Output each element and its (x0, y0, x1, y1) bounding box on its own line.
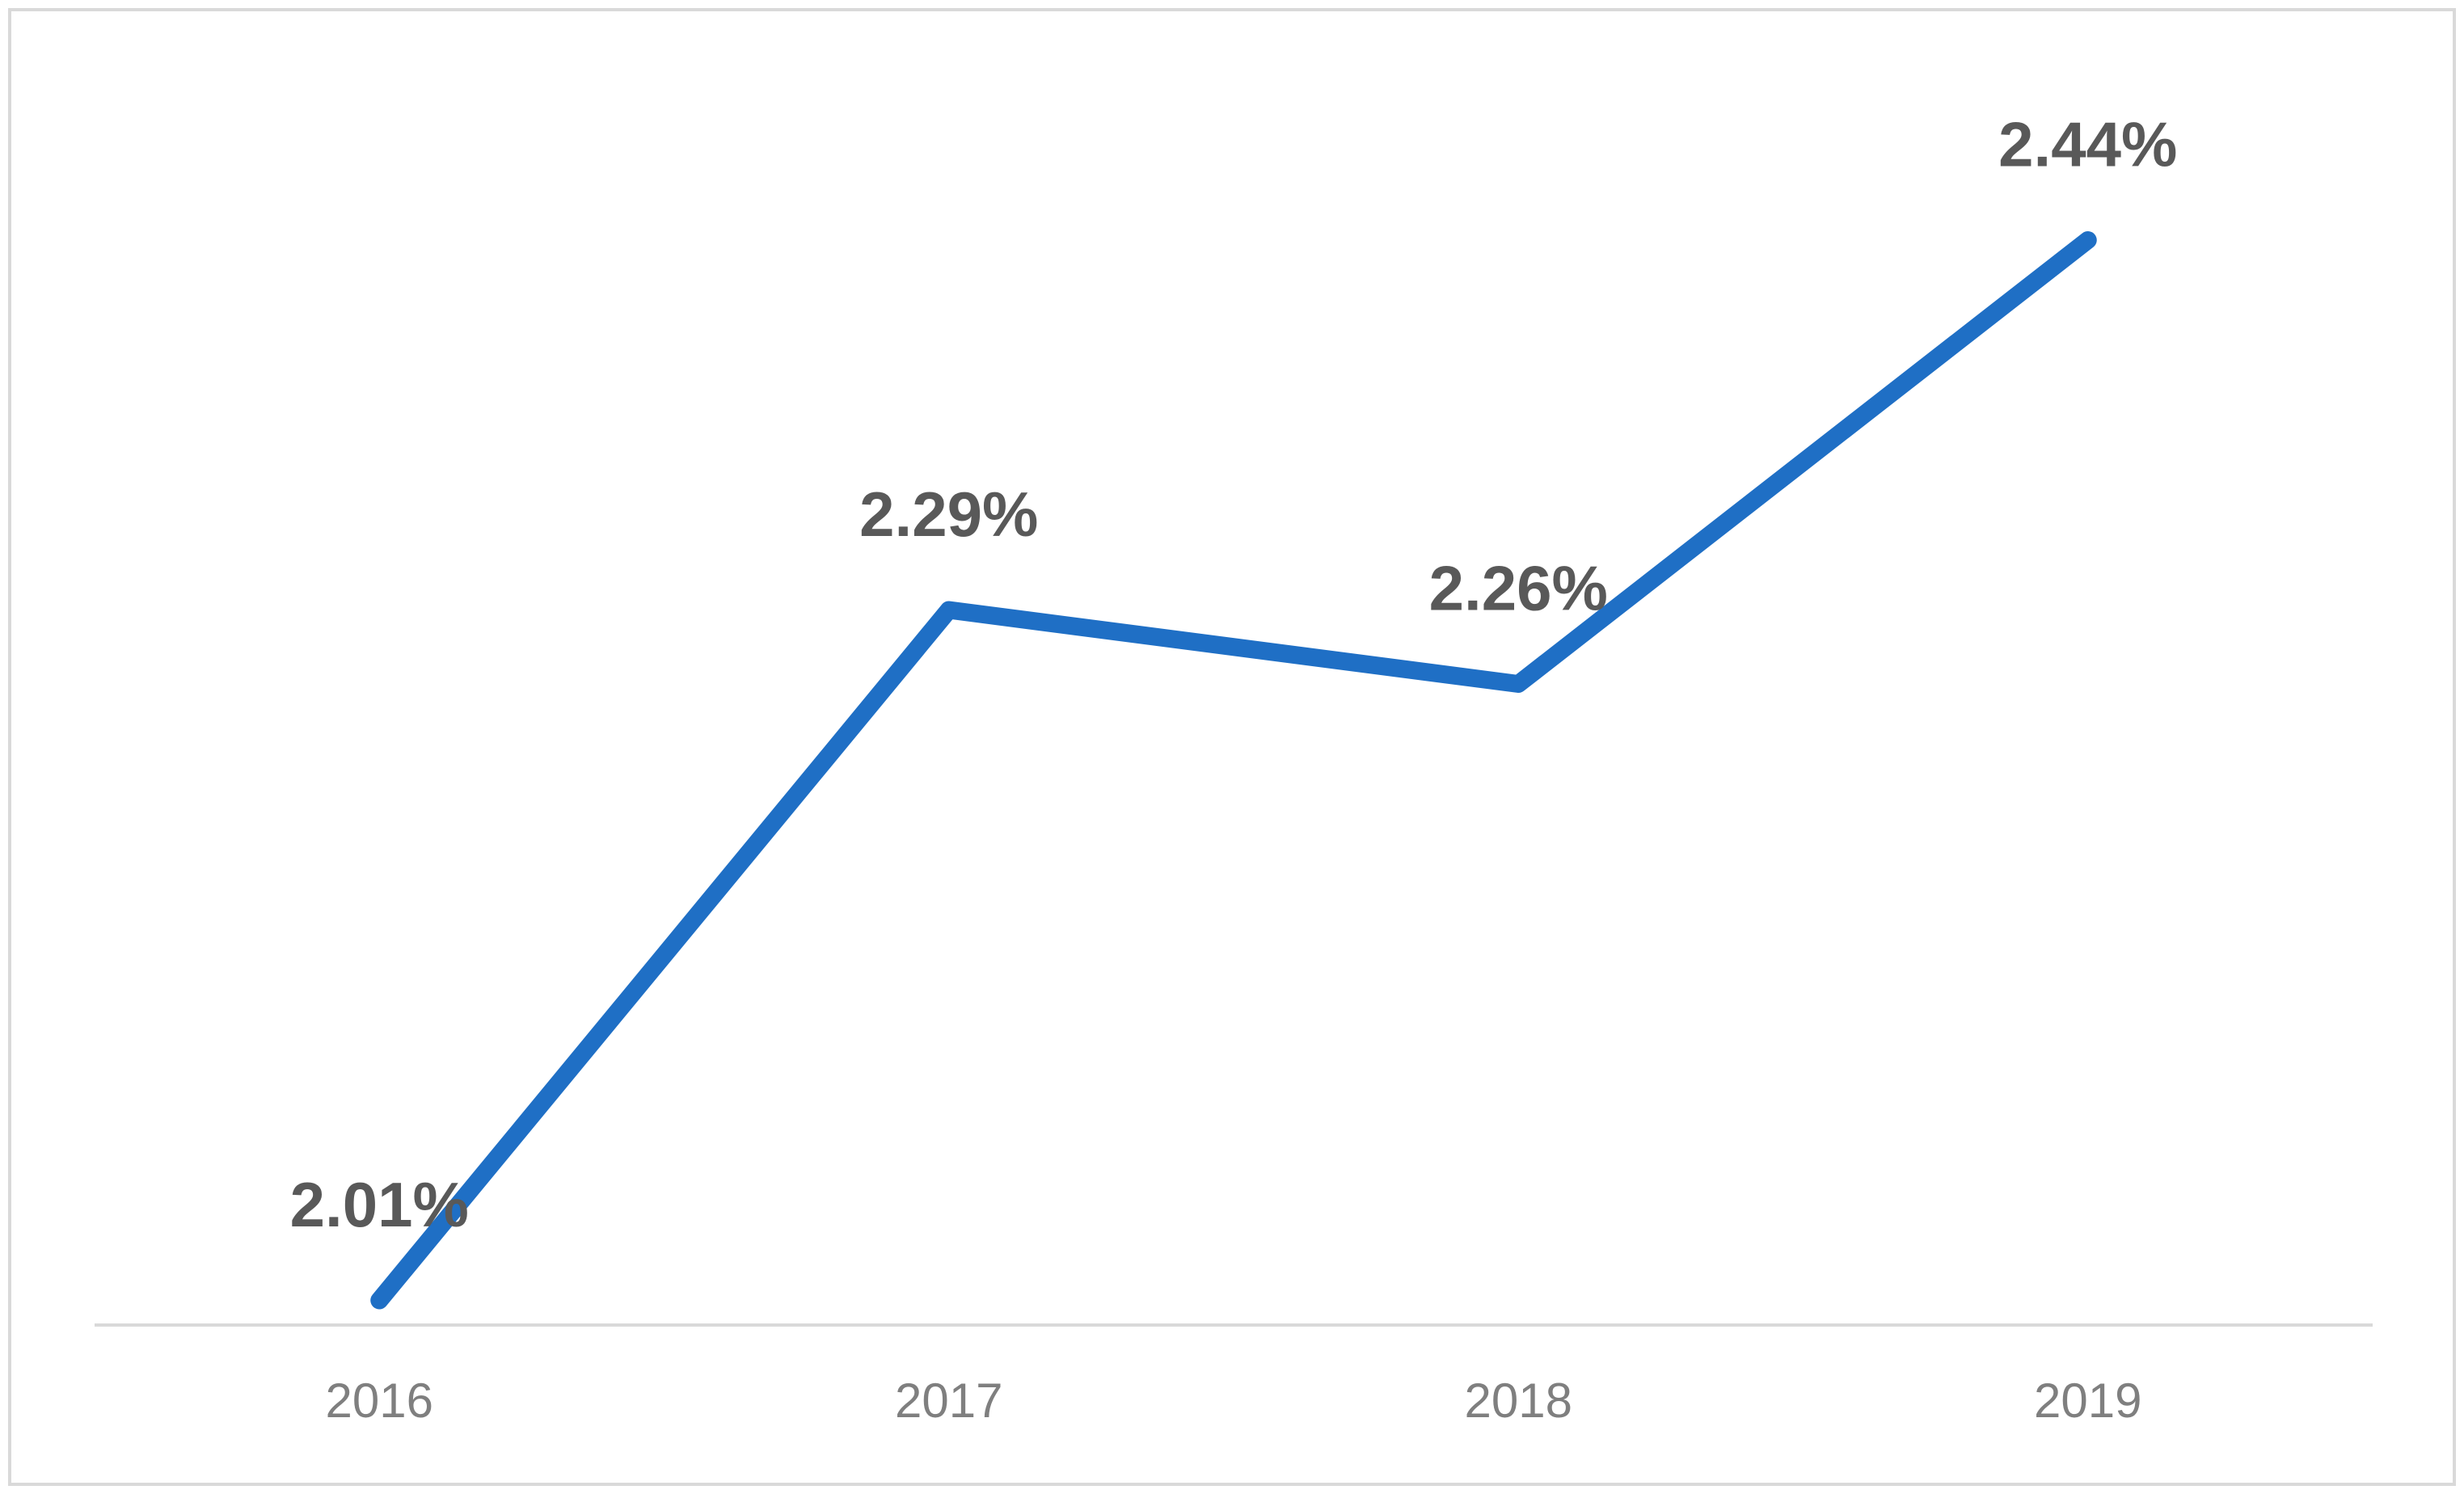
x-tick-label: 2018 (1465, 1374, 1572, 1428)
value-label: 2.29% (859, 479, 1038, 550)
x-tick-label: 2017 (895, 1374, 1002, 1428)
value-label: 2.01% (290, 1169, 469, 1240)
value-label: 2.26% (1429, 553, 1608, 624)
value-label: 2.44% (1998, 109, 2177, 180)
x-tick-label: 2019 (2034, 1374, 2141, 1428)
data-line (370, 231, 2097, 1310)
x-tick-label: 2016 (326, 1374, 433, 1428)
chart-border (8, 8, 2456, 1486)
